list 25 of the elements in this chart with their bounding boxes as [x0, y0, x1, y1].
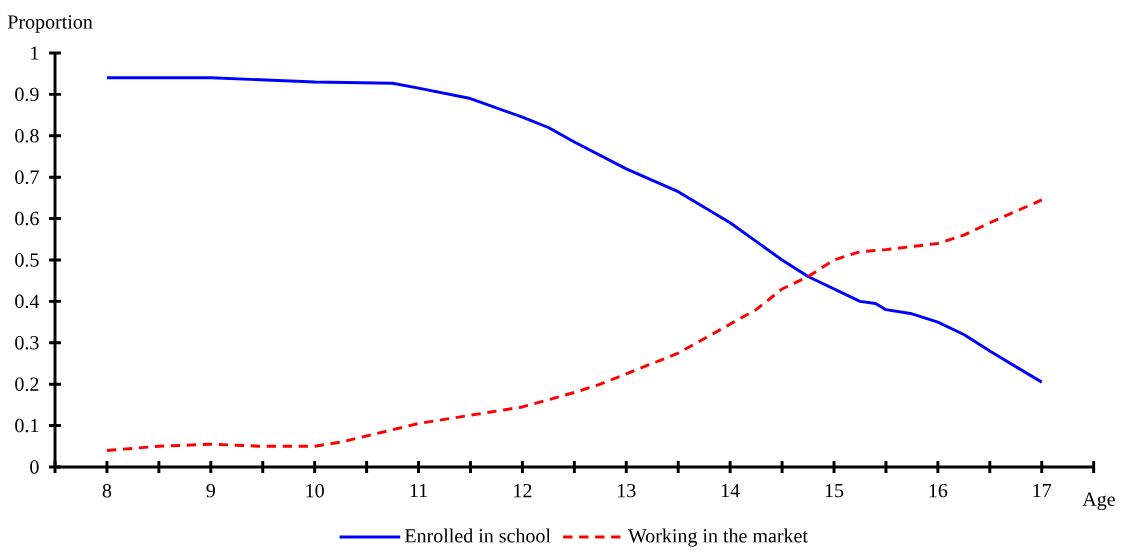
y-tick-label: 0.8: [15, 129, 39, 143]
x-tick-label: 14: [721, 483, 740, 498]
y-tick-label: 1: [31, 46, 39, 60]
y-axis-title: Proportion: [7, 15, 93, 33]
x-tick-label: 9: [206, 483, 215, 498]
x-tick-label: 13: [618, 483, 636, 498]
x-tick-label: 12: [514, 483, 532, 498]
y-tick-label: 0.7: [15, 170, 39, 184]
y-tick-label: 0.3: [15, 336, 39, 350]
x-axis-title: Age: [1082, 492, 1115, 511]
y-tick-label: 0.5: [15, 253, 39, 267]
x-tick-label: 10: [306, 483, 324, 498]
x-tick-label: 16: [929, 483, 948, 498]
legend-label: Enrolled in school: [404, 528, 551, 543]
x-tick-label: 17: [1033, 483, 1052, 498]
x-tick-label: 11: [410, 483, 427, 498]
y-tick-label: 0.2: [15, 377, 39, 391]
y-tick-label: 0: [30, 460, 39, 474]
legend-label: Working in the market: [627, 528, 808, 547]
y-tick-label: 0.4: [15, 294, 40, 309]
x-tick-label: 15: [825, 483, 844, 498]
y-tick-label: 0.6: [15, 211, 39, 226]
y-tick-label: 0.9: [15, 87, 39, 102]
y-tick-label: 0.1: [15, 418, 39, 433]
x-tick-label: 8: [102, 483, 112, 498]
